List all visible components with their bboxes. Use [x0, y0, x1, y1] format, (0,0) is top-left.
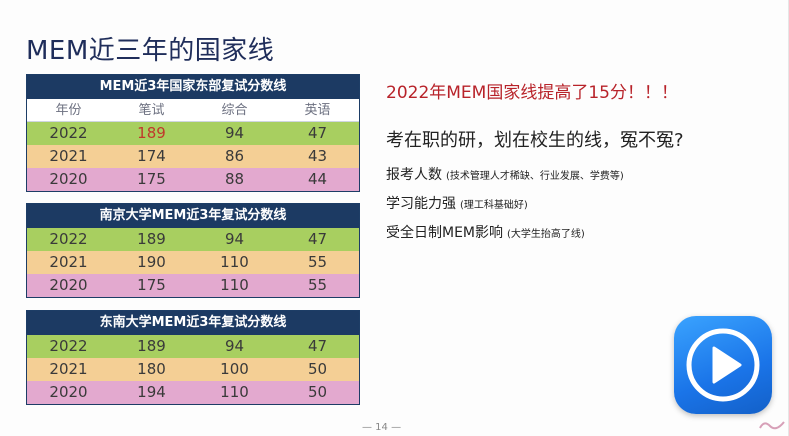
- cell-year: 2021: [49, 253, 88, 271]
- cell-written: 194: [137, 383, 166, 401]
- table-header-row: 年份 笔试 综合 英语: [27, 99, 359, 122]
- table-title: 东南大学MEM近3年复试分数线: [27, 311, 359, 335]
- point-note: (理工科基础好): [460, 200, 528, 211]
- page-number: — 14 —: [362, 422, 402, 433]
- cell-comprehensive: 94: [224, 124, 245, 142]
- cell-written: 174: [137, 147, 166, 165]
- cell-comprehensive: 110: [220, 383, 249, 401]
- cell-year: 2022: [49, 230, 88, 248]
- table-title: MEM近3年国家东部复试分数线: [27, 75, 359, 99]
- cell-english: 50: [307, 383, 328, 401]
- cell-year: 2021: [49, 147, 88, 165]
- headline: 2022年MEM国家线提高了15分！！！: [386, 83, 678, 103]
- point-main: 报考人数: [386, 167, 442, 183]
- cell-year: 2020: [49, 276, 88, 294]
- cell-english: 55: [307, 276, 328, 294]
- cell-written-highlight: 189: [137, 124, 166, 142]
- header-comprehensive: 综合: [221, 103, 248, 118]
- cell-comprehensive: 94: [224, 230, 245, 248]
- cell-english: 50: [307, 360, 328, 378]
- subhead: 考在职的研，划在校生的线，冤不冤?: [386, 130, 684, 151]
- table-row: 2021 174 86 43: [27, 145, 359, 168]
- table-row: 2020 194 110 50: [27, 381, 359, 404]
- cell-written: 180: [137, 360, 166, 378]
- cell-written: 189: [137, 337, 166, 355]
- cell-english: 47: [307, 337, 328, 355]
- cell-written: 190: [137, 253, 166, 271]
- cell-year: 2022: [49, 124, 88, 142]
- table-row: 2022 189 94 47: [27, 228, 359, 251]
- cell-year: 2020: [49, 170, 88, 188]
- play-icon: [686, 328, 760, 402]
- cell-english: 44: [307, 170, 328, 188]
- cell-year: 2022: [49, 337, 88, 355]
- table-row: 2020 175 110 55: [27, 274, 359, 297]
- cell-written: 189: [137, 230, 166, 248]
- point-note: (技术管理人才稀缺、行业发展、学费等): [446, 171, 624, 182]
- cell-comprehensive: 110: [220, 253, 249, 271]
- point-item: 学习能力强 (理工科基础好): [386, 193, 528, 213]
- slide-title: MEM近三年的国家线: [26, 36, 275, 66]
- cell-comprehensive: 86: [224, 147, 245, 165]
- cell-english: 47: [307, 230, 328, 248]
- cell-comprehensive: 94: [224, 337, 245, 355]
- cell-year: 2020: [49, 383, 88, 401]
- point-item: 受全日制MEM影响 (大学生抬高了线): [386, 222, 585, 242]
- table-east-region: MEM近3年国家东部复试分数线 年份 笔试 综合 英语 2022 189 94 …: [26, 74, 360, 192]
- table-row: 2020 175 88 44: [27, 168, 359, 191]
- table-southeast-university: 东南大学MEM近3年复试分数线 2022 189 94 47 2021 180 …: [26, 310, 360, 405]
- play-button[interactable]: [674, 316, 772, 414]
- cell-english: 47: [307, 124, 328, 142]
- table-row: 2021 180 100 50: [27, 358, 359, 381]
- watermark-icon: [759, 421, 785, 430]
- point-main: 学习能力强: [386, 196, 456, 212]
- cell-comprehensive: 88: [224, 170, 245, 188]
- cell-english: 43: [307, 147, 328, 165]
- cell-comprehensive: 110: [220, 276, 249, 294]
- cell-year: 2021: [49, 360, 88, 378]
- cell-comprehensive: 100: [220, 360, 249, 378]
- table-row: 2022 189 94 47: [27, 335, 359, 358]
- table-row: 2022 189 94 47: [27, 122, 359, 145]
- header-year: 年份: [55, 103, 82, 118]
- cell-english: 55: [307, 253, 328, 271]
- header-english: 英语: [304, 103, 331, 118]
- table-row: 2021 190 110 55: [27, 251, 359, 274]
- point-note: (大学生抬高了线): [507, 229, 585, 240]
- table-title: 南京大学MEM近3年复试分数线: [27, 204, 359, 228]
- table-nanjing-university: 南京大学MEM近3年复试分数线 2022 189 94 47 2021 190 …: [26, 203, 360, 298]
- point-main: 受全日制MEM影响: [386, 225, 504, 241]
- cell-written: 175: [137, 170, 166, 188]
- point-item: 报考人数 (技术管理人才稀缺、行业发展、学费等): [386, 164, 624, 184]
- cell-written: 175: [137, 276, 166, 294]
- header-written: 笔试: [138, 103, 165, 118]
